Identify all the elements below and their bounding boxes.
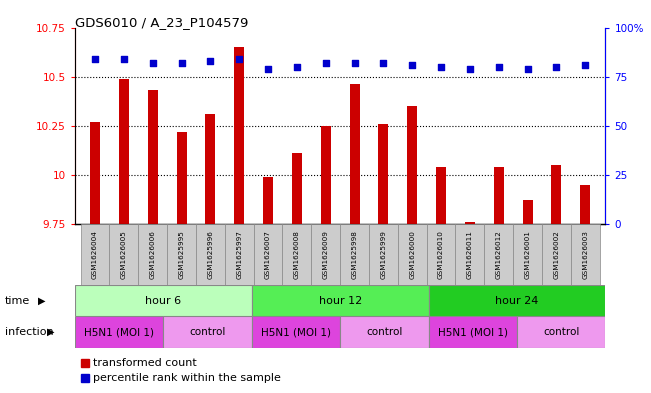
Bar: [523, 200, 533, 224]
FancyBboxPatch shape: [398, 224, 426, 285]
Text: GSM1626011: GSM1626011: [467, 230, 473, 279]
Text: time: time: [5, 296, 31, 306]
Text: GSM1626005: GSM1626005: [121, 230, 127, 279]
Text: infection: infection: [5, 327, 54, 337]
Text: GSM1626000: GSM1626000: [409, 230, 415, 279]
Point: [350, 60, 360, 66]
Bar: [465, 222, 475, 224]
FancyBboxPatch shape: [340, 316, 428, 348]
Text: percentile rank within the sample: percentile rank within the sample: [93, 373, 281, 383]
Point: [465, 66, 475, 72]
FancyBboxPatch shape: [428, 316, 517, 348]
FancyBboxPatch shape: [81, 224, 109, 285]
FancyBboxPatch shape: [75, 285, 252, 316]
Text: GSM1626008: GSM1626008: [294, 230, 300, 279]
Text: H5N1 (MOI 1): H5N1 (MOI 1): [261, 327, 331, 337]
Bar: [493, 167, 504, 224]
FancyBboxPatch shape: [225, 224, 254, 285]
Point: [436, 64, 447, 70]
Text: ▶: ▶: [38, 296, 46, 306]
Text: GDS6010 / A_23_P104579: GDS6010 / A_23_P104579: [75, 16, 248, 29]
Bar: [321, 126, 331, 224]
Text: GSM1625995: GSM1625995: [178, 230, 184, 279]
Point: [407, 62, 417, 68]
Bar: [580, 185, 590, 224]
FancyBboxPatch shape: [513, 224, 542, 285]
Bar: [436, 167, 446, 224]
FancyBboxPatch shape: [542, 224, 571, 285]
FancyBboxPatch shape: [571, 224, 600, 285]
Point: [580, 62, 590, 68]
Text: hour 12: hour 12: [318, 296, 362, 306]
Bar: [407, 106, 417, 224]
Point: [263, 66, 273, 72]
FancyBboxPatch shape: [428, 285, 605, 316]
Text: GSM1625998: GSM1625998: [352, 230, 357, 279]
Bar: [148, 90, 158, 224]
Bar: [176, 132, 187, 224]
FancyBboxPatch shape: [138, 224, 167, 285]
Text: ▶: ▶: [47, 327, 55, 337]
Point: [292, 64, 302, 70]
Text: control: control: [189, 327, 226, 337]
FancyBboxPatch shape: [311, 224, 340, 285]
Point: [522, 66, 533, 72]
Point: [148, 60, 158, 66]
Text: GSM1626003: GSM1626003: [582, 230, 589, 279]
Point: [551, 64, 562, 70]
Text: GSM1626010: GSM1626010: [438, 230, 444, 279]
Point: [493, 64, 504, 70]
Text: GSM1626012: GSM1626012: [496, 230, 502, 279]
Text: GSM1626002: GSM1626002: [553, 230, 559, 279]
FancyBboxPatch shape: [109, 224, 138, 285]
FancyBboxPatch shape: [163, 316, 252, 348]
FancyBboxPatch shape: [456, 224, 484, 285]
Bar: [378, 124, 389, 224]
FancyBboxPatch shape: [196, 224, 225, 285]
FancyBboxPatch shape: [167, 224, 196, 285]
Bar: [205, 114, 215, 224]
Point: [90, 56, 100, 62]
Text: H5N1 (MOI 1): H5N1 (MOI 1): [437, 327, 508, 337]
Bar: [350, 84, 359, 224]
Point: [118, 56, 129, 62]
FancyBboxPatch shape: [369, 224, 398, 285]
Point: [378, 60, 389, 66]
Text: hour 6: hour 6: [145, 296, 182, 306]
FancyBboxPatch shape: [283, 224, 311, 285]
Text: transformed count: transformed count: [93, 358, 197, 368]
Text: GSM1625997: GSM1625997: [236, 230, 242, 279]
Text: GSM1626001: GSM1626001: [525, 230, 531, 279]
Point: [320, 60, 331, 66]
FancyBboxPatch shape: [517, 316, 605, 348]
FancyBboxPatch shape: [254, 224, 283, 285]
Bar: [234, 47, 244, 224]
FancyBboxPatch shape: [426, 224, 456, 285]
Text: control: control: [366, 327, 402, 337]
FancyBboxPatch shape: [484, 224, 513, 285]
Bar: [90, 122, 100, 224]
FancyBboxPatch shape: [75, 316, 163, 348]
Bar: [551, 165, 561, 224]
Bar: [292, 153, 302, 224]
Text: GSM1625996: GSM1625996: [208, 230, 214, 279]
Bar: [263, 177, 273, 224]
Text: GSM1625999: GSM1625999: [380, 230, 387, 279]
FancyBboxPatch shape: [252, 285, 428, 316]
Point: [234, 56, 244, 62]
FancyBboxPatch shape: [252, 316, 340, 348]
Text: GSM1626004: GSM1626004: [92, 230, 98, 279]
Text: control: control: [543, 327, 579, 337]
Point: [176, 60, 187, 66]
Text: GSM1626007: GSM1626007: [265, 230, 271, 279]
FancyBboxPatch shape: [340, 224, 369, 285]
Text: GSM1626009: GSM1626009: [323, 230, 329, 279]
Bar: [119, 79, 129, 224]
Text: H5N1 (MOI 1): H5N1 (MOI 1): [84, 327, 154, 337]
Text: GSM1626006: GSM1626006: [150, 230, 156, 279]
Text: hour 24: hour 24: [495, 296, 538, 306]
Point: [205, 58, 215, 64]
